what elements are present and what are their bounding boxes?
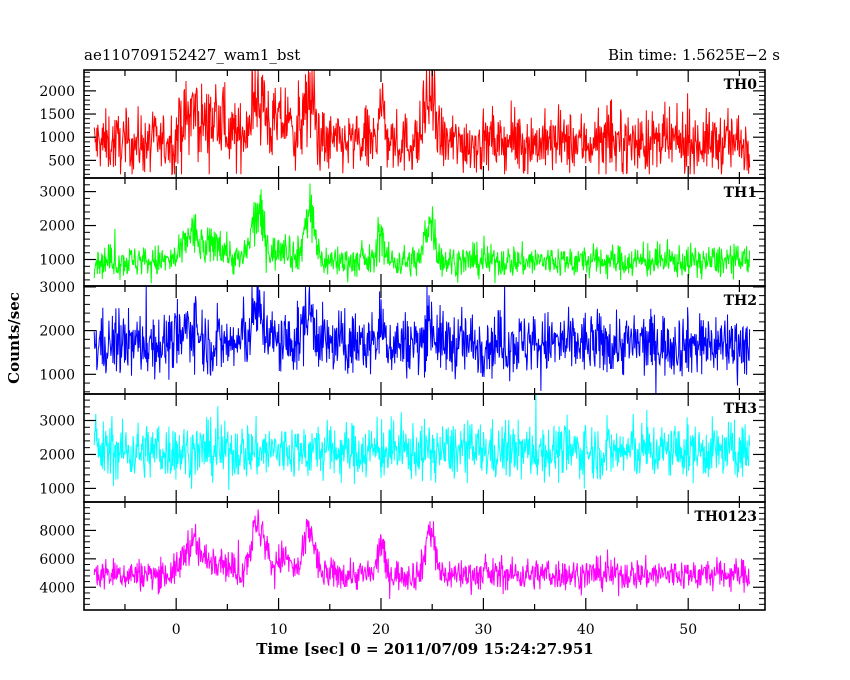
panel-label: TH0 xyxy=(724,77,758,93)
y-tick-label: 2000 xyxy=(39,324,75,340)
panel-th0123: 4000 6000 8000 TH0123 xyxy=(39,501,766,611)
y-tick-label: 500 xyxy=(48,153,75,169)
panels-group: 500 1000 1500 2000 TH0 1000 2000 3000 TH1 1000 200… xyxy=(39,69,766,611)
x-tick-label: 20 xyxy=(372,622,390,638)
series-th0123 xyxy=(93,509,751,600)
bin-time-label: Bin time: 1.5625E−2 s xyxy=(608,46,780,64)
panel-label: TH2 xyxy=(724,293,757,309)
y-tick-label: 3000 xyxy=(39,413,75,429)
series-th0 xyxy=(93,70,751,176)
x-tick-label: 30 xyxy=(474,622,492,638)
x-tick-label: 40 xyxy=(577,622,595,638)
x-tick-label: 0 xyxy=(172,622,181,638)
y-tick-label: 1000 xyxy=(39,367,75,383)
series-th1 xyxy=(93,183,751,284)
panel-label: TH1 xyxy=(724,185,757,201)
y-tick-label: 3000 xyxy=(39,185,75,201)
series-th2 xyxy=(93,286,751,394)
panel-label: TH3 xyxy=(724,401,757,417)
chart-title: ae110709152427_wam1_bst xyxy=(84,46,300,64)
x-axis: 0 10 20 30 40 50 xyxy=(172,622,697,638)
y-tick-label: 1000 xyxy=(39,130,75,146)
y-tick-label: 3000 xyxy=(39,280,75,296)
y-tick-label: 6000 xyxy=(39,552,75,568)
panel-label: TH0123 xyxy=(694,509,757,525)
y-tick-label: 2000 xyxy=(39,84,75,100)
panel-th2: 1000 2000 3000 TH2 xyxy=(39,280,766,395)
y-tick-label: 1000 xyxy=(39,481,75,497)
x-tick-label: 10 xyxy=(270,622,288,638)
y-tick-label: 1500 xyxy=(39,107,75,123)
y-tick-label: 2000 xyxy=(39,447,75,463)
y-tick-label: 8000 xyxy=(39,523,75,539)
y-tick-label: 2000 xyxy=(39,219,75,235)
y-axis-title: Counts/sec xyxy=(5,292,23,384)
panel-frame xyxy=(83,501,766,611)
y-tick-label: 4000 xyxy=(39,580,75,596)
panel-th3: 1000 2000 3000 TH3 xyxy=(39,393,766,503)
panel-th1: 1000 2000 3000 TH1 xyxy=(39,177,766,287)
panel-th0: 500 1000 1500 2000 TH0 xyxy=(39,69,766,179)
x-tick-label: 50 xyxy=(679,622,697,638)
x-axis-title: Time [sec] 0 = 2011/07/09 15:24:27.951 xyxy=(256,640,593,658)
series-th3 xyxy=(93,394,751,491)
y-tick-label: 1000 xyxy=(39,253,75,269)
